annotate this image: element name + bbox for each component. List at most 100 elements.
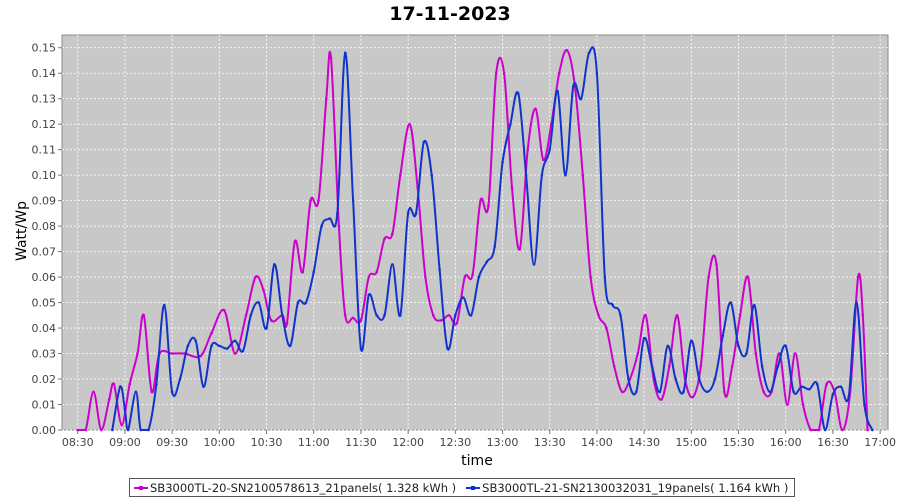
data-point xyxy=(737,344,740,348)
data-point xyxy=(738,314,742,317)
data-point xyxy=(249,314,253,317)
data-point xyxy=(273,263,276,266)
data-point xyxy=(579,97,583,100)
data-point xyxy=(658,390,662,394)
x-tick-label: 12:30 xyxy=(439,436,471,449)
data-point xyxy=(675,314,679,317)
data-point xyxy=(288,344,292,348)
data-point xyxy=(150,390,153,394)
data-point xyxy=(317,199,320,202)
data-point xyxy=(455,321,459,325)
data-point xyxy=(142,314,146,317)
data-point xyxy=(359,319,363,322)
data-point xyxy=(343,51,347,55)
data-point xyxy=(510,186,514,190)
data-point xyxy=(572,84,575,88)
data-point xyxy=(422,140,426,144)
data-point xyxy=(406,212,410,215)
data-point xyxy=(612,365,616,368)
x-tick-label: 10:00 xyxy=(203,436,235,449)
data-point xyxy=(447,314,451,317)
data-point xyxy=(367,293,371,297)
data-point xyxy=(487,204,490,207)
y-tick-label: 0.07 xyxy=(32,246,57,259)
data-point xyxy=(502,71,506,75)
data-point xyxy=(792,390,795,394)
data-point xyxy=(815,382,819,386)
data-point xyxy=(351,316,355,320)
data-point xyxy=(432,314,435,317)
y-tick-label: 0.12 xyxy=(32,118,57,131)
data-point xyxy=(611,303,614,307)
data-point xyxy=(753,303,756,307)
data-point xyxy=(128,382,131,386)
data-point xyxy=(501,161,504,164)
data-point xyxy=(863,403,866,406)
data-point xyxy=(778,352,781,355)
data-point xyxy=(823,428,827,432)
data-point xyxy=(746,275,750,279)
data-point xyxy=(383,237,386,241)
data-point xyxy=(603,275,607,279)
y-axis-label: Watt/Wp xyxy=(14,201,30,261)
data-point xyxy=(556,89,559,93)
data-point xyxy=(493,245,497,248)
data-point xyxy=(163,303,166,307)
data-point xyxy=(325,97,328,100)
data-point xyxy=(454,314,457,317)
data-point xyxy=(494,71,498,75)
data-point xyxy=(809,428,813,432)
series-lines xyxy=(76,46,874,432)
data-point xyxy=(705,390,709,394)
data-point xyxy=(100,428,103,432)
y-tick-label: 0.08 xyxy=(32,220,57,233)
data-point xyxy=(825,382,828,386)
legend-swatch-magenta xyxy=(134,485,148,490)
x-tick-label: 11:30 xyxy=(345,436,377,449)
data-point xyxy=(729,301,732,304)
data-point xyxy=(784,344,787,348)
data-point xyxy=(674,377,677,381)
data-point xyxy=(517,92,520,95)
data-point xyxy=(801,403,805,406)
data-point xyxy=(202,385,205,389)
y-tick-label: 0.11 xyxy=(32,144,57,157)
data-point xyxy=(666,344,669,348)
data-point xyxy=(861,314,865,317)
data-point xyxy=(118,385,122,389)
legend-item-series-2: SB3000TL-21-SN2130032031_19panels( 1.164… xyxy=(466,481,788,495)
data-point xyxy=(509,122,512,126)
data-point xyxy=(254,275,257,279)
y-tick-label: 0.10 xyxy=(32,169,57,182)
x-axis-label: time xyxy=(461,453,493,469)
x-tick-label: 08:30 xyxy=(62,436,94,449)
data-point xyxy=(636,352,640,355)
data-point xyxy=(793,352,797,355)
data-point xyxy=(301,270,305,274)
data-point xyxy=(359,347,363,350)
data-point xyxy=(170,390,174,394)
data-point xyxy=(107,398,111,401)
data-point xyxy=(233,339,237,343)
data-point xyxy=(424,275,427,279)
legend-label-series-1: SB3000TL-20-SN2100578613_21panels( 1.328… xyxy=(150,480,457,495)
data-point xyxy=(808,387,811,391)
y-tick-label: 0.06 xyxy=(32,271,57,284)
x-tick-label: 16:00 xyxy=(770,436,802,449)
data-point xyxy=(762,390,765,394)
x-tick-label: 14:30 xyxy=(628,436,660,449)
data-point xyxy=(564,173,567,177)
data-point xyxy=(337,224,341,228)
data-point xyxy=(715,263,718,266)
data-point xyxy=(713,377,717,381)
data-point xyxy=(587,51,591,55)
data-point xyxy=(589,275,592,279)
x-tick-label: 15:30 xyxy=(723,436,755,449)
data-point xyxy=(682,390,685,394)
data-point xyxy=(479,199,482,202)
data-point xyxy=(391,263,394,266)
data-point xyxy=(760,365,764,368)
x-tick-label: 10:30 xyxy=(251,436,283,449)
data-point xyxy=(469,314,473,317)
